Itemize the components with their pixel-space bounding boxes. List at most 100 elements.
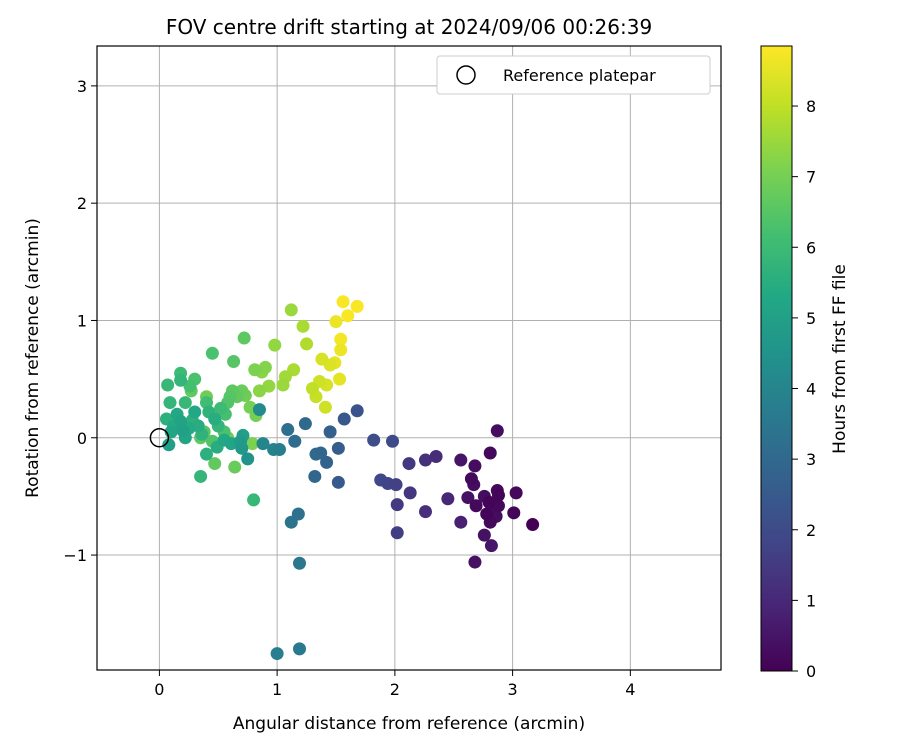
reference-point-marker <box>149 428 170 448</box>
data-point <box>484 539 498 553</box>
data-point <box>454 453 468 467</box>
data-point <box>174 373 188 387</box>
data-point <box>199 447 213 461</box>
data-point <box>480 507 494 521</box>
colorbar-tick-label: 2 <box>806 521 816 540</box>
legend-marker <box>456 65 476 85</box>
y-tick-label: 3 <box>77 77 87 96</box>
legend: Reference platepar <box>436 55 711 95</box>
data-point <box>323 425 337 439</box>
data-point <box>163 396 177 410</box>
colorbar-tick-label: 8 <box>806 97 816 116</box>
data-point <box>293 556 307 570</box>
y-tick-label: 0 <box>77 429 87 448</box>
data-point <box>252 403 266 417</box>
data-point <box>429 450 443 464</box>
data-point <box>291 507 305 521</box>
data-point <box>389 478 403 492</box>
data-point <box>296 319 310 333</box>
data-point <box>161 378 175 392</box>
colorbar-tick-label: 1 <box>806 591 816 610</box>
y-tick-label: −1 <box>63 546 87 565</box>
data-point <box>205 346 219 360</box>
data-point <box>454 515 468 529</box>
axis-ticks: 0 1 2 3 4 −1 0 1 2 3 <box>63 77 635 699</box>
data-point <box>386 434 400 448</box>
data-point <box>178 396 192 410</box>
colorbar-tick-label: 6 <box>806 238 816 257</box>
data-point <box>390 498 404 512</box>
x-axis-label: Angular distance from reference (arcmin) <box>233 714 585 734</box>
data-point <box>333 372 347 386</box>
data-point <box>245 437 259 451</box>
colorbar-tick-label: 7 <box>806 168 816 187</box>
data-point <box>483 446 497 460</box>
data-point <box>390 526 404 540</box>
data-point <box>477 528 491 542</box>
x-tick-label: 1 <box>272 680 282 699</box>
legend-label: Reference platepar <box>503 66 656 85</box>
colorbar: 0 1 2 3 4 5 6 7 8 Hours from first FF file <box>760 45 850 681</box>
data-point <box>334 343 348 357</box>
data-point <box>350 299 364 313</box>
data-point <box>270 647 284 661</box>
y-tick-label: 1 <box>77 311 87 330</box>
data-point <box>418 505 432 519</box>
data-point <box>228 460 242 474</box>
data-points <box>159 295 540 661</box>
colorbar-tick-label: 3 <box>806 450 816 469</box>
data-point <box>208 457 222 471</box>
data-point <box>329 315 343 329</box>
data-point <box>418 453 432 467</box>
data-point <box>293 642 307 656</box>
x-tick-label: 3 <box>508 680 518 699</box>
chart-title: FOV centre drift starting at 2024/09/06 … <box>166 15 652 39</box>
data-point <box>241 452 255 466</box>
data-point <box>509 486 523 500</box>
data-point <box>320 455 334 469</box>
data-point <box>441 492 455 506</box>
data-point <box>469 499 483 513</box>
data-point <box>461 491 475 505</box>
data-point <box>194 469 208 483</box>
data-point <box>284 303 298 317</box>
data-point <box>308 469 322 483</box>
data-point <box>526 518 540 532</box>
data-point <box>367 433 381 447</box>
colorbar-gradient <box>760 45 793 672</box>
legend-box <box>436 55 711 95</box>
data-point <box>252 384 266 398</box>
data-point <box>337 412 351 426</box>
plot-frame <box>96 45 722 671</box>
colorbar-tick-label: 0 <box>806 662 816 681</box>
data-point <box>402 457 416 471</box>
data-point <box>464 472 478 486</box>
x-tick-label: 2 <box>390 680 400 699</box>
data-point <box>183 379 197 393</box>
y-tick-label: 2 <box>77 194 87 213</box>
colorbar-tick-label: 5 <box>806 309 816 328</box>
data-point <box>188 405 202 419</box>
data-point <box>176 424 190 438</box>
data-point <box>468 555 482 569</box>
data-point <box>256 437 270 451</box>
data-point <box>281 423 295 437</box>
data-point <box>350 404 364 418</box>
data-point <box>318 400 332 414</box>
data-point <box>482 495 496 509</box>
data-point <box>235 441 249 455</box>
data-point <box>248 363 262 377</box>
data-point <box>331 475 345 489</box>
data-point <box>314 446 328 460</box>
data-point <box>490 424 504 438</box>
data-point <box>272 442 286 456</box>
data-point <box>298 417 312 431</box>
data-point <box>305 381 319 395</box>
y-axis-label: Rotation from reference (arcmin) <box>23 218 43 498</box>
data-point <box>258 360 272 374</box>
data-point <box>237 331 251 345</box>
colorbar-ticks: 0 1 2 3 4 5 6 7 8 <box>792 97 816 681</box>
data-point <box>468 459 482 473</box>
data-point <box>162 438 176 452</box>
data-point <box>491 488 505 502</box>
